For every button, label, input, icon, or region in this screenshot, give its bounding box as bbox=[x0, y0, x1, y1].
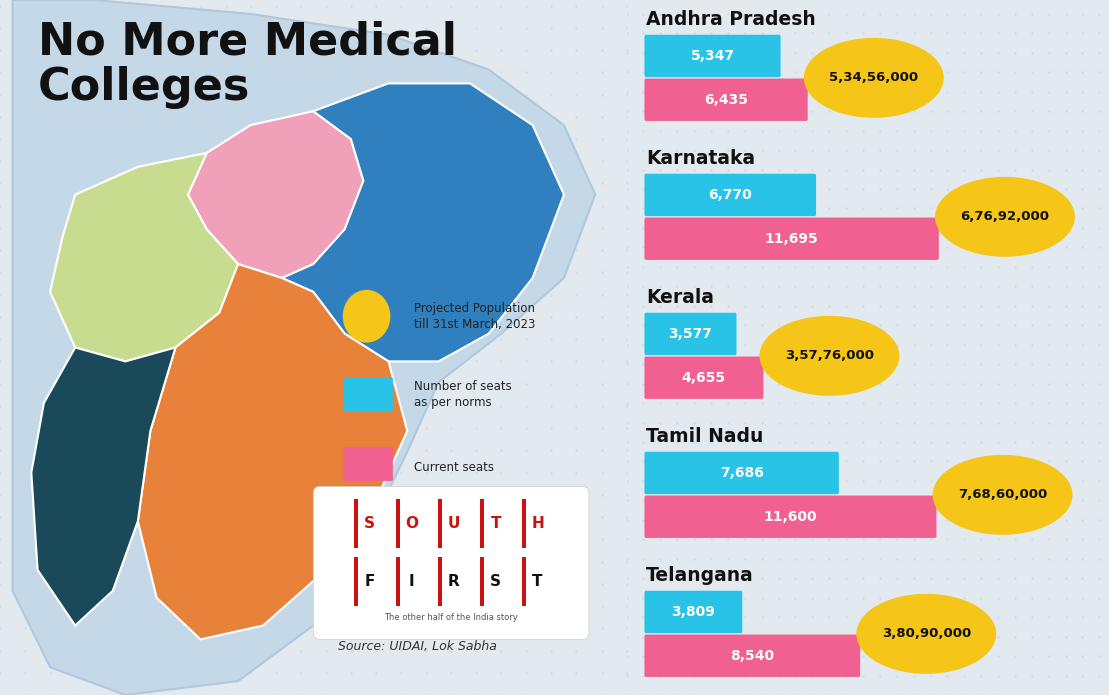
Text: The other half of the India story: The other half of the India story bbox=[384, 613, 518, 622]
Ellipse shape bbox=[933, 455, 1072, 535]
FancyBboxPatch shape bbox=[522, 557, 526, 606]
Text: 5,347: 5,347 bbox=[691, 49, 734, 63]
FancyBboxPatch shape bbox=[354, 499, 358, 548]
Text: Karnataka: Karnataka bbox=[645, 149, 755, 168]
Text: S: S bbox=[364, 516, 375, 531]
Text: 4,655: 4,655 bbox=[682, 370, 726, 385]
FancyBboxPatch shape bbox=[354, 557, 358, 606]
Text: Andhra Pradesh: Andhra Pradesh bbox=[645, 10, 815, 29]
FancyBboxPatch shape bbox=[438, 499, 441, 548]
Polygon shape bbox=[31, 348, 175, 626]
Text: No More Medical
Colleges: No More Medical Colleges bbox=[38, 21, 457, 108]
Text: 3,577: 3,577 bbox=[669, 327, 712, 341]
FancyBboxPatch shape bbox=[644, 35, 781, 77]
Polygon shape bbox=[138, 264, 407, 639]
Text: O: O bbox=[405, 516, 418, 531]
Text: R: R bbox=[448, 574, 459, 589]
Text: T: T bbox=[490, 516, 501, 531]
FancyBboxPatch shape bbox=[644, 452, 838, 494]
Text: 3,80,90,000: 3,80,90,000 bbox=[882, 628, 970, 640]
Text: 5,34,56,000: 5,34,56,000 bbox=[830, 72, 918, 84]
Polygon shape bbox=[282, 83, 563, 361]
FancyBboxPatch shape bbox=[644, 496, 936, 538]
Ellipse shape bbox=[856, 594, 996, 674]
FancyBboxPatch shape bbox=[644, 218, 939, 260]
FancyBboxPatch shape bbox=[644, 79, 807, 121]
FancyBboxPatch shape bbox=[644, 357, 763, 399]
Text: I: I bbox=[409, 574, 415, 589]
FancyBboxPatch shape bbox=[522, 499, 526, 548]
FancyBboxPatch shape bbox=[313, 486, 589, 639]
FancyBboxPatch shape bbox=[644, 313, 736, 355]
Polygon shape bbox=[187, 111, 364, 278]
Text: S: S bbox=[490, 574, 501, 589]
FancyBboxPatch shape bbox=[396, 499, 399, 548]
FancyBboxPatch shape bbox=[644, 174, 816, 216]
Text: 6,76,92,000: 6,76,92,000 bbox=[960, 211, 1049, 223]
Text: Current seats: Current seats bbox=[414, 461, 494, 473]
FancyBboxPatch shape bbox=[438, 557, 441, 606]
Polygon shape bbox=[12, 0, 596, 695]
FancyBboxPatch shape bbox=[344, 447, 393, 481]
Text: F: F bbox=[365, 574, 375, 589]
Text: 7,686: 7,686 bbox=[720, 466, 764, 480]
Text: 3,57,76,000: 3,57,76,000 bbox=[785, 350, 874, 362]
Text: Projected Population
till 31st March, 2023: Projected Population till 31st March, 20… bbox=[414, 302, 535, 331]
Ellipse shape bbox=[804, 38, 944, 117]
Text: 8,540: 8,540 bbox=[730, 648, 774, 663]
Text: 7,68,60,000: 7,68,60,000 bbox=[958, 489, 1047, 501]
Text: 11,695: 11,695 bbox=[765, 231, 818, 246]
Text: T: T bbox=[532, 574, 543, 589]
FancyBboxPatch shape bbox=[396, 557, 399, 606]
Ellipse shape bbox=[760, 316, 899, 396]
Text: H: H bbox=[531, 516, 545, 531]
Text: Number of seats
as per norms: Number of seats as per norms bbox=[414, 380, 511, 409]
Text: Telangana: Telangana bbox=[645, 566, 754, 585]
Text: U: U bbox=[447, 516, 460, 531]
FancyBboxPatch shape bbox=[480, 499, 484, 548]
Text: Source: UIDAI, Lok Sabha: Source: UIDAI, Lok Sabha bbox=[338, 640, 497, 653]
Circle shape bbox=[343, 290, 390, 343]
FancyBboxPatch shape bbox=[344, 377, 393, 411]
Text: 3,809: 3,809 bbox=[671, 605, 715, 619]
FancyBboxPatch shape bbox=[480, 557, 484, 606]
FancyBboxPatch shape bbox=[644, 591, 742, 633]
Text: 6,770: 6,770 bbox=[709, 188, 752, 202]
Text: Kerala: Kerala bbox=[645, 288, 714, 307]
Polygon shape bbox=[50, 153, 238, 361]
Text: 11,600: 11,600 bbox=[764, 509, 817, 524]
FancyBboxPatch shape bbox=[644, 635, 861, 677]
Text: 6,435: 6,435 bbox=[704, 92, 749, 107]
Text: Tamil Nadu: Tamil Nadu bbox=[645, 427, 763, 446]
Ellipse shape bbox=[935, 177, 1075, 257]
